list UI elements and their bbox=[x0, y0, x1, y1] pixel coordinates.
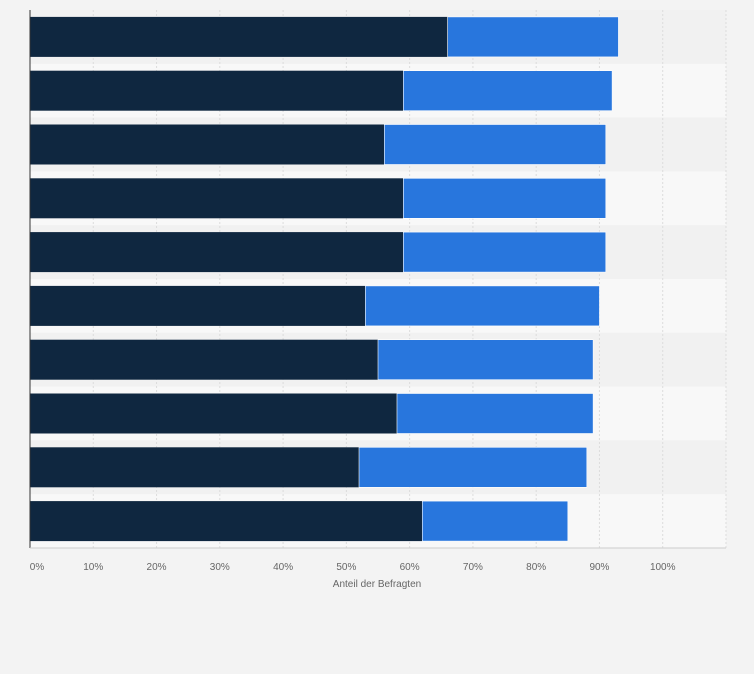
bar-segment-2 bbox=[447, 16, 619, 58]
x-tick-label: 60% bbox=[400, 562, 420, 573]
bar-segment-1 bbox=[30, 70, 404, 111]
bar-segment-2 bbox=[384, 124, 607, 165]
x-tick-label: 0% bbox=[30, 562, 45, 573]
x-axis-label: Anteil der Befragten bbox=[333, 579, 421, 590]
bar-segment-2 bbox=[403, 178, 607, 219]
x-tick-label: 90% bbox=[589, 562, 609, 573]
bar-segment-2 bbox=[403, 70, 613, 111]
bar-segment-1 bbox=[30, 178, 404, 219]
x-tick-label: 40% bbox=[273, 562, 293, 573]
bar-segment-2 bbox=[403, 231, 607, 273]
x-tick-label: 10% bbox=[83, 562, 103, 573]
x-tick-label: 30% bbox=[210, 562, 230, 573]
bars bbox=[30, 16, 619, 542]
bar-segment-2 bbox=[365, 285, 600, 327]
axes bbox=[29, 10, 726, 549]
x-tick-label: 50% bbox=[336, 562, 356, 573]
bar-segment-2 bbox=[377, 339, 594, 381]
x-tick-label: 70% bbox=[463, 562, 483, 573]
bar-segment-1 bbox=[30, 339, 378, 380]
x-tick-label: 80% bbox=[526, 562, 546, 573]
bar-segment-1 bbox=[30, 393, 397, 434]
bar-segment-1 bbox=[30, 232, 404, 273]
bar-segment-1 bbox=[30, 124, 385, 165]
x-tick-label: 20% bbox=[147, 562, 167, 573]
bar-segment-1 bbox=[30, 285, 366, 326]
x-tick-labels: 0% 10% 20% 30% 40% 50% 60% 70% 80% 90% 100% bbox=[30, 562, 676, 573]
x-tick-label: 100% bbox=[650, 562, 676, 573]
bar-segment-2 bbox=[396, 393, 594, 434]
bar-segment-1 bbox=[30, 16, 448, 57]
bar-segment-1 bbox=[30, 447, 360, 488]
bar-segment-1 bbox=[30, 501, 423, 542]
bar-segment-2 bbox=[421, 500, 569, 542]
bar-segment-2 bbox=[358, 446, 588, 488]
